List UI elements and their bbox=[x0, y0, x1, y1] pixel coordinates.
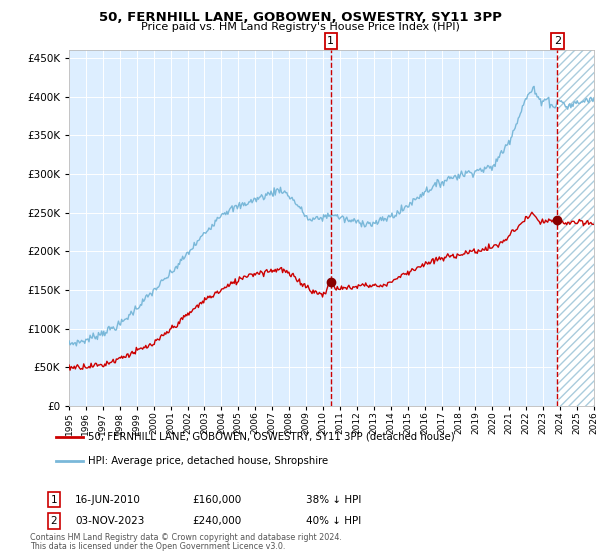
Bar bbox=[557, 50, 594, 406]
Text: HPI: Average price, detached house, Shropshire: HPI: Average price, detached house, Shro… bbox=[88, 456, 328, 465]
Text: 16-JUN-2010: 16-JUN-2010 bbox=[75, 494, 141, 505]
Text: Price paid vs. HM Land Registry's House Price Index (HPI): Price paid vs. HM Land Registry's House … bbox=[140, 22, 460, 32]
Text: 2: 2 bbox=[554, 36, 561, 46]
Text: This data is licensed under the Open Government Licence v3.0.: This data is licensed under the Open Gov… bbox=[30, 542, 286, 551]
Text: 1: 1 bbox=[328, 36, 334, 46]
Text: 50, FERNHILL LANE, GOBOWEN, OSWESTRY, SY11 3PP: 50, FERNHILL LANE, GOBOWEN, OSWESTRY, SY… bbox=[98, 11, 502, 24]
Bar bbox=[557, 50, 594, 406]
Text: £160,000: £160,000 bbox=[192, 494, 241, 505]
Text: 50, FERNHILL LANE, GOBOWEN, OSWESTRY, SY11 3PP (detached house): 50, FERNHILL LANE, GOBOWEN, OSWESTRY, SY… bbox=[88, 432, 455, 442]
Text: 03-NOV-2023: 03-NOV-2023 bbox=[75, 516, 145, 526]
Text: 2: 2 bbox=[50, 516, 58, 526]
Text: 1: 1 bbox=[50, 494, 58, 505]
Text: Contains HM Land Registry data © Crown copyright and database right 2024.: Contains HM Land Registry data © Crown c… bbox=[30, 533, 342, 542]
Text: 38% ↓ HPI: 38% ↓ HPI bbox=[306, 494, 361, 505]
Text: 40% ↓ HPI: 40% ↓ HPI bbox=[306, 516, 361, 526]
Text: £240,000: £240,000 bbox=[192, 516, 241, 526]
